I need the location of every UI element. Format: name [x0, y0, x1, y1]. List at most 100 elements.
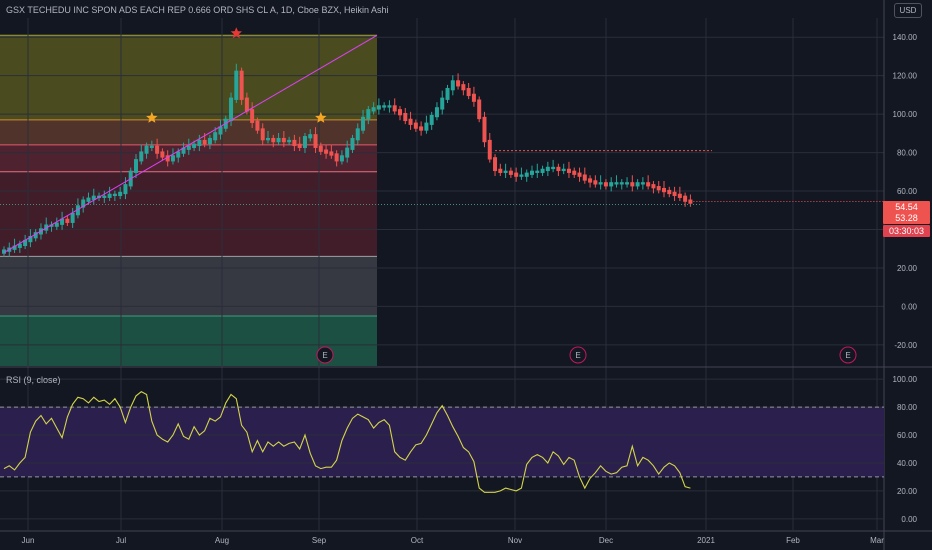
- candle-body: [302, 136, 307, 148]
- candle-body: [434, 107, 439, 118]
- candle-body: [403, 112, 408, 122]
- trendline: [3, 34, 378, 253]
- candle-body: [281, 137, 286, 143]
- close-price-tag: 53.28: [883, 212, 930, 224]
- candle-body: [255, 120, 260, 131]
- candle-body: [186, 145, 191, 150]
- candle-body: [244, 97, 249, 112]
- candle-body: [54, 222, 59, 227]
- candle-body: [662, 187, 666, 193]
- candle-body: [23, 239, 28, 247]
- fib-band: [0, 256, 377, 317]
- candle-body: [366, 109, 371, 120]
- candle-body: [561, 168, 566, 172]
- candle-body: [192, 143, 197, 148]
- candle-body: [376, 105, 381, 110]
- candle-body: [487, 139, 492, 160]
- candle-body: [318, 145, 323, 152]
- time-tick-label: Aug: [215, 536, 229, 545]
- candle-body: [324, 149, 329, 154]
- fib-band: [0, 35, 377, 120]
- candle-body: [419, 126, 424, 131]
- candle-body: [260, 128, 265, 141]
- candle-body: [112, 193, 117, 197]
- candle-body: [213, 132, 218, 141]
- candle-body: [646, 182, 651, 187]
- axes: 140.00 120.00 100.00 80.00 60.00 20.00 0.00 -20…: [22, 33, 918, 545]
- candle-body: [392, 105, 397, 112]
- candle-body: [614, 182, 619, 185]
- fib-bands: [0, 34, 377, 366]
- candle-body: [572, 170, 577, 175]
- candle-body: [640, 182, 645, 185]
- star-marker: [230, 27, 242, 39]
- chart-title: GSX TECHEDU INC SPON ADS EACH REP 0.666 …: [6, 5, 389, 15]
- time-tick-label: Sep: [312, 536, 327, 545]
- candle-body: [429, 114, 434, 125]
- rsi-tick-label: 80.00: [897, 403, 918, 412]
- currency-badge[interactable]: USD: [894, 3, 922, 18]
- time-tick-label: Feb: [786, 536, 800, 545]
- bar-countdown-tag: 03:30:03: [883, 225, 930, 237]
- candle-body: [540, 168, 545, 173]
- candle-body: [329, 151, 334, 156]
- candle-body: [413, 122, 418, 129]
- candles: [2, 63, 693, 257]
- candle-body: [683, 195, 688, 202]
- candle-body: [181, 147, 186, 154]
- candle-body: [334, 153, 339, 162]
- candle-body: [508, 170, 513, 175]
- candle-body: [635, 182, 640, 187]
- candle-body: [398, 109, 402, 116]
- price-tick-label: 0.00: [901, 302, 917, 311]
- candle-body: [355, 128, 360, 141]
- candle-body: [250, 109, 255, 123]
- candle-body: [292, 139, 297, 147]
- price-tick-label: 140.00: [893, 33, 918, 42]
- candle-body: [339, 155, 344, 162]
- candle-body: [276, 137, 281, 143]
- time-tick-label: 2021: [697, 536, 715, 545]
- candle-body: [408, 118, 413, 125]
- candle-body: [371, 107, 376, 112]
- candle-body: [535, 170, 540, 173]
- earnings-label: E: [575, 351, 580, 360]
- candle-body: [477, 99, 482, 120]
- time-tick-label: Dec: [599, 536, 613, 545]
- candle-body: [313, 134, 318, 148]
- candle-body: [493, 157, 498, 172]
- candle-body: [218, 126, 223, 135]
- candle-body: [630, 182, 635, 187]
- last-price-tag: 54.54: [883, 201, 930, 213]
- candle-body: [12, 245, 17, 250]
- price-tick-label: 60.00: [897, 187, 918, 196]
- candle-body: [170, 155, 175, 162]
- rsi-tick-label: 40.00: [897, 459, 918, 468]
- candle-body: [2, 249, 6, 254]
- rsi-tick-label: 60.00: [897, 431, 918, 440]
- candle-body: [239, 70, 244, 100]
- candle-body: [144, 145, 149, 154]
- candle-body: [598, 182, 603, 185]
- candle-body: [60, 218, 65, 225]
- candle-body: [229, 97, 234, 122]
- candle-body: [139, 151, 144, 162]
- candle-body: [482, 116, 487, 143]
- rsi-line: [3, 391, 691, 493]
- time-tick-label: Oct: [411, 536, 424, 545]
- candle-body: [149, 145, 154, 148]
- candle-body: [530, 170, 534, 175]
- candle-body: [350, 137, 355, 150]
- fib-band: [0, 316, 377, 366]
- candle-body: [345, 147, 350, 158]
- candle-body: [266, 137, 270, 141]
- candle-body: [271, 137, 276, 143]
- candle-body: [86, 197, 91, 202]
- candle-body: [81, 199, 86, 208]
- candle-body: [65, 218, 70, 223]
- candle-body: [582, 174, 587, 181]
- candle-body: [440, 97, 445, 110]
- candle-body: [566, 168, 571, 173]
- rsi-band: [0, 407, 884, 477]
